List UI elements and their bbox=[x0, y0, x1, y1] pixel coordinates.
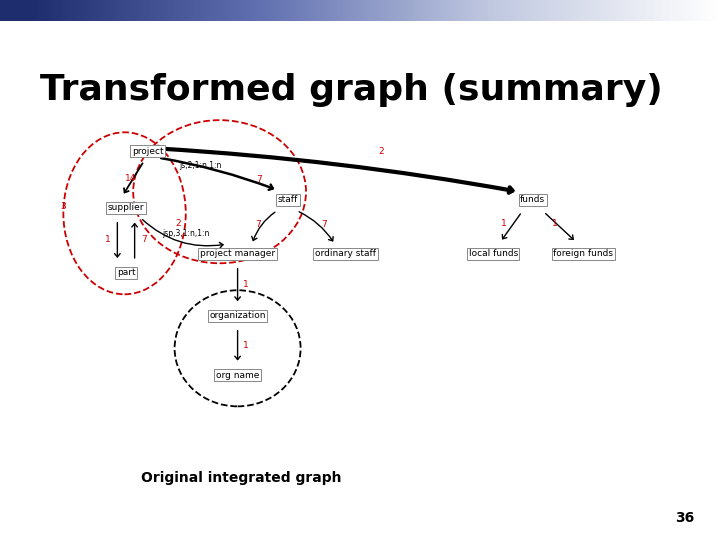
Text: part: part bbox=[117, 268, 135, 277]
Text: 2: 2 bbox=[176, 219, 181, 227]
Text: project: project bbox=[132, 147, 163, 156]
Text: 1: 1 bbox=[243, 280, 249, 288]
Text: staff: staff bbox=[278, 195, 298, 204]
Text: jsp,3,1:n,1:n: jsp,3,1:n,1:n bbox=[162, 229, 210, 238]
Text: 3: 3 bbox=[60, 202, 66, 211]
Text: foreign funds: foreign funds bbox=[553, 249, 613, 258]
Text: js,2,1:n,1:n: js,2,1:n,1:n bbox=[179, 161, 221, 170]
Text: Transformed graph (summary): Transformed graph (summary) bbox=[40, 73, 662, 107]
Text: 7: 7 bbox=[141, 235, 147, 244]
Text: 1: 1 bbox=[501, 219, 507, 227]
Text: project manager: project manager bbox=[200, 249, 275, 258]
Text: 1: 1 bbox=[105, 235, 111, 244]
Text: 7: 7 bbox=[255, 220, 261, 228]
Text: ordinary staff: ordinary staff bbox=[315, 249, 376, 258]
Text: local funds: local funds bbox=[469, 249, 518, 258]
Text: Original integrated graph: Original integrated graph bbox=[141, 471, 341, 485]
Bar bbox=[0, 0, 29, 21]
Text: 2: 2 bbox=[379, 147, 384, 156]
Text: 36: 36 bbox=[675, 511, 695, 525]
Text: 7: 7 bbox=[256, 175, 262, 184]
Text: 7: 7 bbox=[321, 220, 327, 228]
Text: 1: 1 bbox=[552, 219, 557, 227]
Text: 14: 14 bbox=[125, 174, 137, 183]
Text: supplier: supplier bbox=[108, 204, 144, 212]
Text: funds: funds bbox=[521, 195, 545, 204]
Text: 1: 1 bbox=[243, 341, 249, 350]
Text: org name: org name bbox=[216, 371, 259, 380]
Text: organization: organization bbox=[210, 312, 266, 320]
